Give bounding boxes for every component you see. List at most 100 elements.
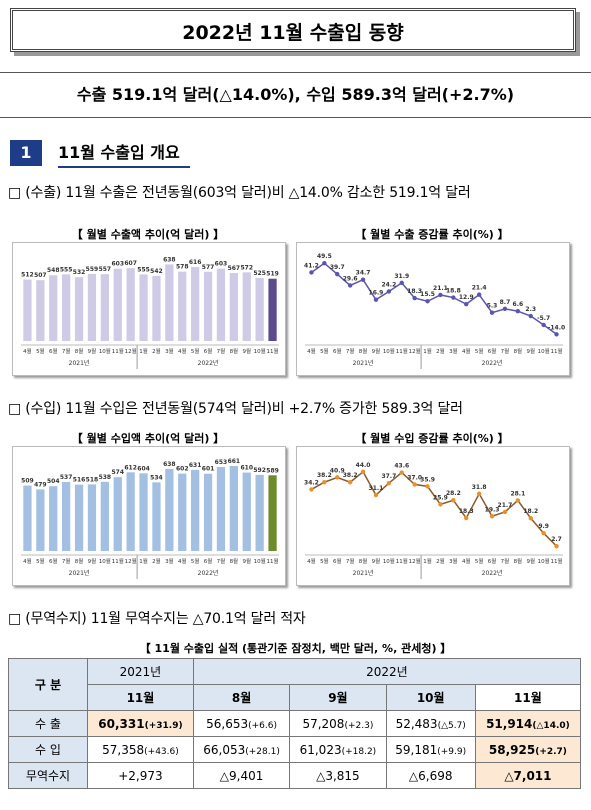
cell-change: (+2.3) <box>344 720 374 731</box>
bar <box>100 481 109 551</box>
cell-value: 57,358 <box>102 742 145 757</box>
table-cell: △6,698 <box>385 762 476 789</box>
table-cell: 58,925(+2.7) <box>474 736 582 763</box>
bar <box>74 484 84 551</box>
data-label: 9.9 <box>538 523 549 530</box>
data-label: 661 <box>228 458 241 465</box>
x-tick-label: 5월 <box>320 557 329 565</box>
chart-title: 【 월별 수입액 추이(억 달러) 】 <box>71 432 225 445</box>
x-tick-label: 8월 <box>514 557 523 565</box>
x-tick-label: 8월 <box>359 557 368 565</box>
x-tick-label: 4월 <box>307 557 316 565</box>
point <box>386 480 392 486</box>
data-label: 6.6 <box>513 301 524 308</box>
bar <box>87 273 97 341</box>
x-tick-label: 9월 <box>88 347 97 355</box>
cell-change: (+2.7) <box>535 746 567 757</box>
x-tick-label: 2월 <box>436 557 445 565</box>
point <box>399 470 404 475</box>
x-tick-label: 10월 <box>383 557 395 565</box>
data-label: 37.0 <box>407 474 422 481</box>
group-label: 2022년 <box>198 569 219 577</box>
table-cell: 2021년 <box>87 658 194 685</box>
data-label: 40.9 <box>330 467 345 474</box>
data-label: 516 <box>73 477 86 484</box>
point <box>322 260 327 266</box>
cell-change: (△5.7) <box>437 720 466 731</box>
page-title: 2022년 11월 수출입 동향 <box>10 8 576 52</box>
x-tick-label: 12월 <box>409 557 421 565</box>
data-label: 538 <box>99 474 112 481</box>
data-label: 610 <box>240 465 253 472</box>
x-tick-label: 11월 <box>267 557 279 565</box>
bar <box>268 278 277 341</box>
point <box>360 277 366 282</box>
x-tick-label: 4월 <box>178 557 187 565</box>
bar <box>49 275 58 341</box>
cell-value: 61,023 <box>299 742 342 757</box>
data-label: 518 <box>86 476 99 483</box>
data-label: 603 <box>215 261 228 268</box>
data-label: 574 <box>111 469 124 476</box>
x-tick-label: 3월 <box>165 347 174 355</box>
data-label: 601 <box>202 466 215 473</box>
data-label: 31.8 <box>472 484 487 491</box>
x-tick-label: 7월 <box>501 557 510 565</box>
x-tick-label: 11월 <box>267 347 279 355</box>
x-tick-label: 2월 <box>152 347 161 355</box>
bar <box>100 274 109 341</box>
table-cell: 11월 <box>474 684 582 711</box>
x-tick-label: 8월 <box>359 347 368 355</box>
chart-title: 【 월별 수출액 추이(억 달러) 】 <box>71 228 225 241</box>
x-tick-label: 7월 <box>217 347 226 355</box>
data-label: 534 <box>150 474 163 481</box>
cell-change: (+43.6) <box>144 746 179 757</box>
x-tick-label: 5월 <box>475 557 484 565</box>
group-label: 2021년 <box>69 569 90 577</box>
point <box>373 492 379 498</box>
bar <box>216 268 226 341</box>
x-tick-label: 10월 <box>254 347 266 355</box>
export-text: □ (수출) 11월 수출은 전년동월(603억 달러)비 △14.0% 감소한… <box>8 185 471 201</box>
x-tick-label: 1월 <box>423 557 432 565</box>
data-label: 38.2 <box>317 472 332 479</box>
x-tick-label: 6월 <box>204 347 213 355</box>
x-tick-label: 11월 <box>396 347 408 355</box>
table-cell: 9월 <box>289 684 387 711</box>
bar <box>242 472 251 551</box>
x-tick-label: 5월 <box>36 347 45 355</box>
point <box>309 270 314 275</box>
x-tick-label: 8월 <box>230 347 239 355</box>
bar <box>139 274 148 341</box>
point <box>347 283 353 288</box>
data-label: 592 <box>253 467 266 474</box>
cell-value: 51,914 <box>486 716 533 731</box>
bar <box>216 467 226 551</box>
data-label: 29.6 <box>343 275 358 282</box>
table-cell: 2022년 <box>192 658 582 685</box>
section-number: 1 <box>10 140 42 166</box>
data-label: 21.1 <box>433 285 448 292</box>
data-label: 525 <box>253 270 266 277</box>
x-tick-label: 5월 <box>191 347 200 355</box>
point <box>412 295 417 301</box>
group-label: 2022년 <box>198 359 219 367</box>
x-tick-label: 10월 <box>99 347 111 355</box>
table-cell: 10월 <box>385 684 476 711</box>
table-cell: 11월 <box>87 684 194 711</box>
cell-value: 59,181 <box>395 742 438 757</box>
bar <box>152 275 161 341</box>
data-label: 28.2 <box>446 490 461 497</box>
data-label: 2.7 <box>551 536 562 543</box>
x-tick-label: 11월 <box>551 557 563 565</box>
x-tick-label: 6월 <box>49 557 58 565</box>
cell-change: (+9.9) <box>437 746 467 757</box>
bar <box>165 264 174 341</box>
data-label: 612 <box>124 464 137 471</box>
table-cell: 60,331(+31.9) <box>87 710 194 737</box>
table-cell: 8월 <box>192 684 291 711</box>
point <box>515 498 521 503</box>
bar <box>191 469 200 551</box>
group-label: 2022년 <box>482 359 503 367</box>
point <box>309 487 314 492</box>
